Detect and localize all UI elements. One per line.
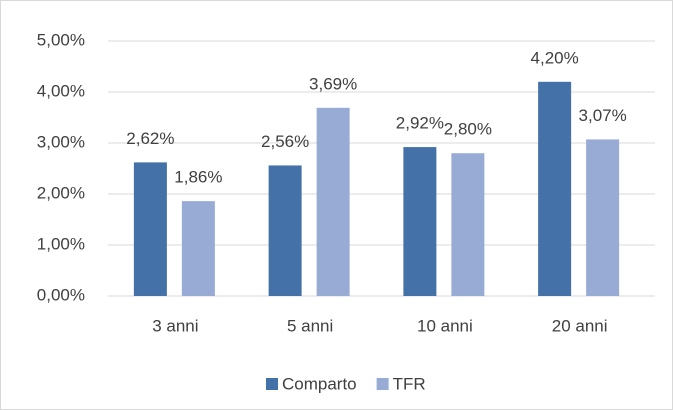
bar [316, 107, 350, 296]
data-label: 2,80% [444, 120, 492, 139]
bar [133, 162, 167, 296]
bar [181, 201, 215, 296]
x-tick-label: 20 anni [552, 316, 608, 335]
data-label: 3,69% [309, 74, 357, 93]
legend-label: TFR [393, 374, 426, 393]
data-label: 4,20% [531, 48, 579, 67]
y-tick-label: 1,00% [37, 234, 85, 253]
x-tick-label: 5 anni [287, 316, 333, 335]
data-label: 1,86% [174, 168, 222, 187]
bar [403, 147, 437, 296]
data-label: 2,62% [126, 129, 174, 148]
bar [451, 153, 485, 296]
y-tick-label: 3,00% [37, 132, 85, 151]
legend-swatch [376, 378, 389, 390]
y-tick-label: 2,00% [37, 183, 85, 202]
y-tick-label: 0,00% [37, 285, 85, 304]
data-label: 2,92% [396, 114, 444, 133]
y-tick-label: 4,00% [37, 81, 85, 100]
bar [586, 139, 620, 296]
x-tick-label: 3 anni [152, 316, 198, 335]
data-label: 2,56% [261, 132, 309, 151]
x-tick-label: 10 anni [417, 316, 473, 335]
legend-swatch [266, 378, 278, 390]
bar [538, 81, 572, 296]
bar [268, 165, 302, 296]
legend-label: Comparto [282, 374, 357, 393]
y-tick-label: 5,00% [37, 30, 85, 49]
data-label: 3,07% [579, 106, 627, 125]
